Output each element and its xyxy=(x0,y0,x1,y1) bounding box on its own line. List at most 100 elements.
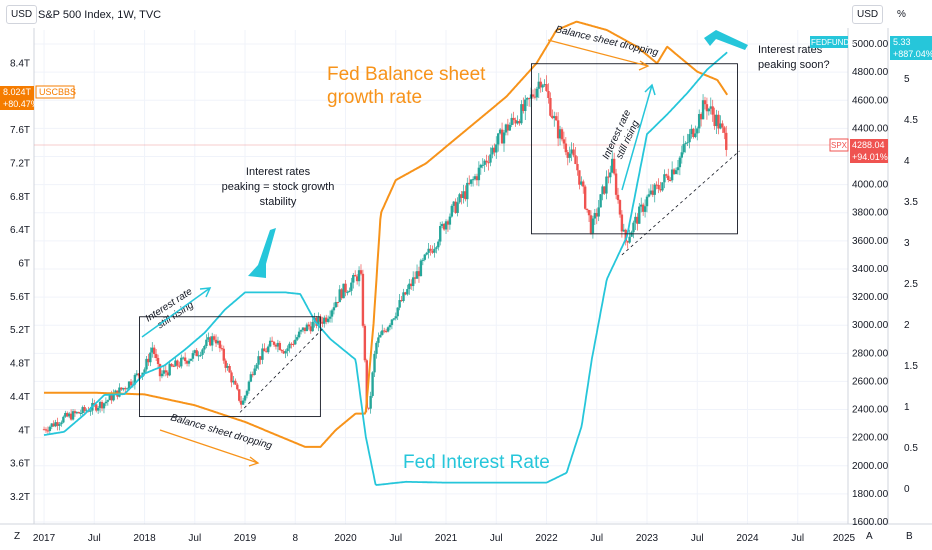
spx-candle-body xyxy=(591,218,595,234)
box-2022-2023 xyxy=(530,63,738,235)
fedfunds-badge xyxy=(890,36,932,60)
spx-candle-body xyxy=(682,144,685,153)
spx-candle-body xyxy=(96,407,100,411)
spx-candle-body xyxy=(114,390,117,394)
spx-candle-body xyxy=(568,153,571,158)
spx-candle-body xyxy=(466,182,469,200)
price-tick-label: 2000.00 xyxy=(852,461,889,472)
spx-candle-body xyxy=(280,349,283,352)
spx-candle-body xyxy=(626,241,629,243)
spx-candle-body xyxy=(425,252,428,255)
spx-candle-body xyxy=(440,223,444,226)
spx-candle-body xyxy=(640,204,643,207)
rising-arrow-1-head xyxy=(199,287,212,298)
spx-candle-body xyxy=(479,164,483,168)
spx-candle-body xyxy=(628,236,631,243)
spx-candle-body xyxy=(574,155,577,165)
spx-candle-body xyxy=(301,327,305,331)
spx-candle-body xyxy=(589,215,593,234)
currency-left-button[interactable]: USD xyxy=(6,5,38,24)
spx-candle-body xyxy=(485,160,488,163)
spx-candle-body xyxy=(270,340,274,342)
spx-candle-body xyxy=(653,184,656,195)
percent-tick-label: 2.5 xyxy=(904,279,918,290)
spx-candle-body xyxy=(674,170,678,174)
currency-right-button[interactable]: USD xyxy=(852,5,884,24)
spx-candle-body xyxy=(251,374,254,376)
spx-candle-body xyxy=(545,84,548,92)
spx-candle-body xyxy=(384,330,388,332)
percent-tick-label: 2 xyxy=(904,320,910,331)
support-trendline-1 xyxy=(239,327,324,413)
zoom-button[interactable]: Z xyxy=(14,531,21,542)
spx-candle-body xyxy=(564,143,568,153)
spx-candle-body xyxy=(170,363,173,367)
spx-candle-body xyxy=(338,289,341,303)
spx-candle-body xyxy=(717,114,720,129)
spx-candle-body xyxy=(210,336,214,346)
b-scale-button[interactable]: B xyxy=(906,531,913,542)
spx-candle-body xyxy=(713,114,716,127)
spx-candle-body xyxy=(460,194,463,198)
spx-candle-body xyxy=(495,144,498,153)
spx-candle-body xyxy=(502,132,506,144)
spx-candle-body xyxy=(187,360,191,364)
price-tick-label: 2200.00 xyxy=(852,433,889,444)
spx-candle-body xyxy=(404,292,407,295)
spx-candle-body xyxy=(348,290,351,293)
spx-candle-body xyxy=(238,389,241,401)
price-tick-label: 5000.00 xyxy=(852,39,889,50)
spx-candle-body xyxy=(56,422,59,426)
spx-candle-body xyxy=(512,117,515,120)
spx-candle-body xyxy=(672,169,676,174)
spx-candle-body xyxy=(212,336,216,340)
auto-scale-button[interactable]: A xyxy=(866,531,873,542)
spx-candle-body xyxy=(249,374,253,382)
spx-candle-body xyxy=(44,429,48,431)
spx-candle-body xyxy=(284,351,287,354)
spx-candle-body xyxy=(531,94,535,97)
spx-candle-body xyxy=(471,179,475,181)
spx-candle-body xyxy=(127,381,131,389)
spx-candle-body xyxy=(481,164,484,166)
cyan-arrows xyxy=(141,83,656,338)
spx-candle-body xyxy=(135,373,139,376)
spx-candle-body xyxy=(477,167,481,181)
spx-candles xyxy=(42,73,728,435)
rising-arrow-2-head xyxy=(644,83,656,96)
box-2018-2019 xyxy=(139,316,321,418)
spx-candle-body xyxy=(325,317,328,322)
spx-candle-body xyxy=(216,340,220,344)
spx-candle-body xyxy=(100,401,104,409)
spx-candle-body xyxy=(595,213,598,217)
spx-candle-body xyxy=(274,344,278,347)
spx-candle-body xyxy=(243,395,247,401)
uscbbs-badge xyxy=(0,86,34,98)
spx-candle-body xyxy=(355,276,359,282)
spx-candle-body xyxy=(707,108,711,112)
spx-candle-body xyxy=(411,277,415,287)
peak-note-line-2: peaking = stock growth xyxy=(222,181,335,193)
spx-candle-body xyxy=(81,407,84,414)
peak-arrow-1 xyxy=(248,228,276,278)
spx-candle-body xyxy=(199,354,202,356)
spx-candle-body xyxy=(508,124,511,131)
spx-candle-body xyxy=(475,176,479,181)
spx-candle-body xyxy=(437,241,440,248)
balance-tick-label: 7.6T xyxy=(10,125,30,136)
spx-candle-body xyxy=(456,202,459,213)
spx-candle-body xyxy=(454,201,457,213)
spx-candle-body xyxy=(649,190,653,195)
percent-tick-label: 3.5 xyxy=(904,197,918,208)
orange-arrows xyxy=(159,39,650,467)
spx-candle-body xyxy=(667,175,670,181)
spx-candle-body xyxy=(50,423,53,427)
x-tick-label: 2023 xyxy=(636,533,659,544)
spx-candle-body xyxy=(547,91,550,99)
spx-candle-body xyxy=(282,351,285,354)
spx-candle-body xyxy=(665,174,668,176)
uscbbs-change: +80.47% xyxy=(3,99,39,109)
spx-candle-body xyxy=(307,324,311,327)
spx-candle-body xyxy=(386,327,390,332)
